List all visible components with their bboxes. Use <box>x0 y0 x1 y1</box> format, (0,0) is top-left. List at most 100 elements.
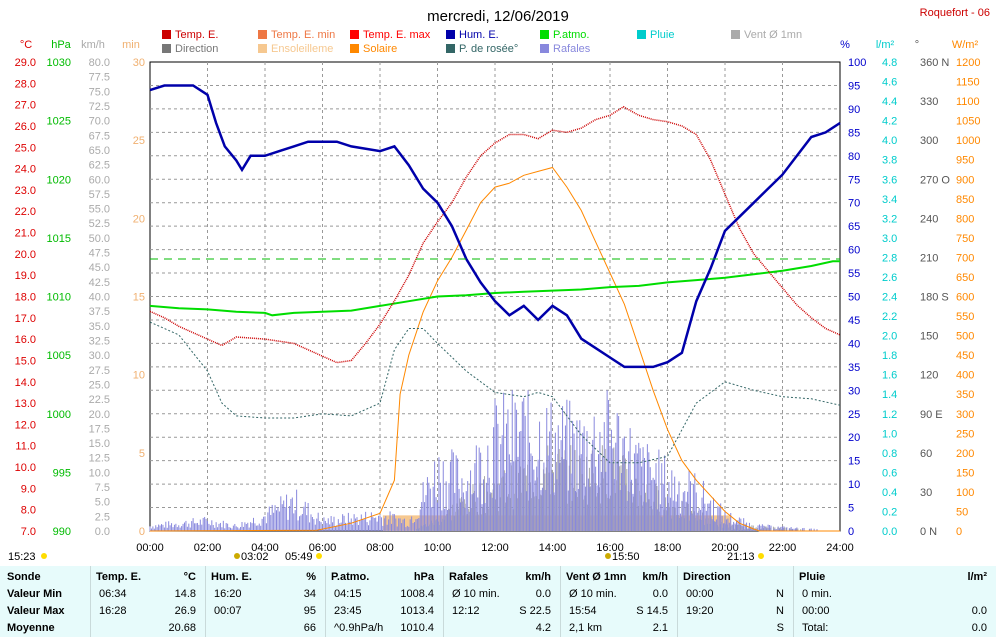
dir-tick: 360 N <box>920 57 949 69</box>
column-title: Direction <box>683 571 731 583</box>
wind-unit: km/h <box>81 39 105 51</box>
hum-tick: 90 <box>848 104 860 116</box>
table-row: ^0.9hPa/h 1010.4 <box>326 620 444 637</box>
hum-tick: 75 <box>848 174 860 186</box>
temp-tick: 29.0 <box>15 57 36 69</box>
weather-chart: mercredi, 12/06/2019 Roquefort - 06 Temp… <box>8 7 990 563</box>
rain-tick: 4.6 <box>882 77 897 89</box>
marker-dot <box>605 553 611 559</box>
series-line <box>149 260 840 317</box>
cell-value: N <box>776 588 784 600</box>
series-line <box>149 166 840 532</box>
legend-label: Vent Ø 1mn <box>744 29 802 41</box>
temp-tick: 13.0 <box>15 398 36 410</box>
column-title: Hum. E. <box>211 571 252 583</box>
min-tick: 20 <box>133 213 145 225</box>
solar-tick: 1150 <box>956 77 980 89</box>
cell-time: 16:28 <box>99 605 127 617</box>
series-line <box>149 321 841 464</box>
time-tick: 20:00 <box>711 542 739 554</box>
column-header: Direction <box>678 569 794 586</box>
hum-tick: 50 <box>848 292 860 304</box>
hum-unit: % <box>840 39 850 51</box>
press-tick: 990 <box>53 526 71 538</box>
marker-sunrise: 05:49 <box>285 551 313 563</box>
cell-time: 04:15 <box>334 588 362 600</box>
marker-sunset: 21:13 <box>727 551 755 563</box>
table-row: 4.2 <box>444 620 561 637</box>
column-unit: hPa <box>413 571 434 583</box>
legend-label: Direction <box>175 43 218 55</box>
wind-tick: 5.0 <box>95 497 110 509</box>
row-label-cell: Valeur Max <box>0 603 90 620</box>
dir-tick: 0 N <box>920 526 937 538</box>
wind-tick: 15.0 <box>89 438 110 450</box>
row-label: Valeur Max <box>7 605 65 617</box>
hum-tick: 100 <box>848 57 866 69</box>
hum-tick: 65 <box>848 221 860 233</box>
hum-tick: 15 <box>848 456 860 468</box>
series-layer <box>149 84 841 532</box>
cell-value: S 14.5 <box>636 605 668 617</box>
solar-tick: 850 <box>956 194 974 206</box>
legend-label: P.atmo. <box>553 29 590 41</box>
solar-tick: 600 <box>956 292 974 304</box>
legend-label: Rafales <box>553 43 591 55</box>
row-labels-column: Sonde Valeur Min Valeur Max Moyenne <box>0 566 90 637</box>
legend-swatch <box>350 30 359 39</box>
table-row: Total: 0.0 <box>794 620 996 637</box>
hum-tick: 80 <box>848 151 860 163</box>
wind-tick: 80.0 <box>89 57 110 69</box>
wind-tick: 57.5 <box>89 189 110 201</box>
table-row: 66 <box>206 620 326 637</box>
press-tick: 1005 <box>47 350 71 362</box>
wind-tick: 0.0 <box>95 526 110 538</box>
temp-tick: 7.0 <box>21 526 36 538</box>
solar-unit: W/m² <box>952 39 979 51</box>
wind-tick: 32.5 <box>89 335 110 347</box>
solar-tick: 700 <box>956 252 974 264</box>
dir-tick: 120 <box>920 370 938 382</box>
time-tick: 22:00 <box>769 542 797 554</box>
cell-value: S <box>776 622 784 634</box>
rain-tick: 0.0 <box>882 526 897 538</box>
solar-tick: 250 <box>956 428 974 440</box>
legend-swatch <box>162 30 171 39</box>
table-column: Rafales km/h Ø 10 min. 0.0 12:12 S 22.5 4.2 <box>443 566 561 637</box>
table-row: 19:20 N <box>678 603 794 620</box>
temp-tick: 22.0 <box>15 206 36 218</box>
rain-tick: 1.2 <box>882 409 897 421</box>
dir-tick: 330 <box>920 96 938 108</box>
min-tick: 30 <box>133 57 145 69</box>
wind-tick: 42.5 <box>89 277 110 289</box>
hum-tick: 0 <box>848 526 854 538</box>
sun-moon-markers: 15:23 03:02 05:49 15:50 21:13 <box>8 551 764 563</box>
press-unit: hPa <box>51 39 71 51</box>
table-row: 00:00 0.0 <box>794 603 996 620</box>
hum-tick: 45 <box>848 315 860 327</box>
wind-tick: 65.0 <box>89 145 110 157</box>
time-tick: 04:00 <box>251 542 279 554</box>
cell-time: 0 min. <box>802 588 832 600</box>
cell-value: 1010.4 <box>400 622 434 634</box>
wind-tick: 27.5 <box>89 365 110 377</box>
time-tick: 06:00 <box>309 542 337 554</box>
cell-time: 19:20 <box>686 605 714 617</box>
wind-tick: 7.5 <box>95 482 110 494</box>
cell-value: 1008.4 <box>400 588 434 600</box>
wind-tick: 52.5 <box>89 218 110 230</box>
temp-tick: 16.0 <box>15 334 36 346</box>
solar-tick: 500 <box>956 331 974 343</box>
solar-tick: 0 <box>956 526 962 538</box>
cell-time: ^0.9hPa/h <box>334 622 384 634</box>
rain-tick: 3.2 <box>882 213 897 225</box>
cell-time: Ø 10 min. <box>452 588 500 600</box>
hum-tick: 95 <box>848 80 860 92</box>
wind-tick: 12.5 <box>89 453 110 465</box>
table-row: 00:07 95 <box>206 603 326 620</box>
table-row: Ø 10 min. 0.0 <box>561 586 678 603</box>
time-tick: 16:00 <box>596 542 624 554</box>
temp-tick: 21.0 <box>15 228 36 240</box>
row-label: Sonde <box>7 571 41 583</box>
column-header: Temp. E. °C <box>91 569 206 586</box>
